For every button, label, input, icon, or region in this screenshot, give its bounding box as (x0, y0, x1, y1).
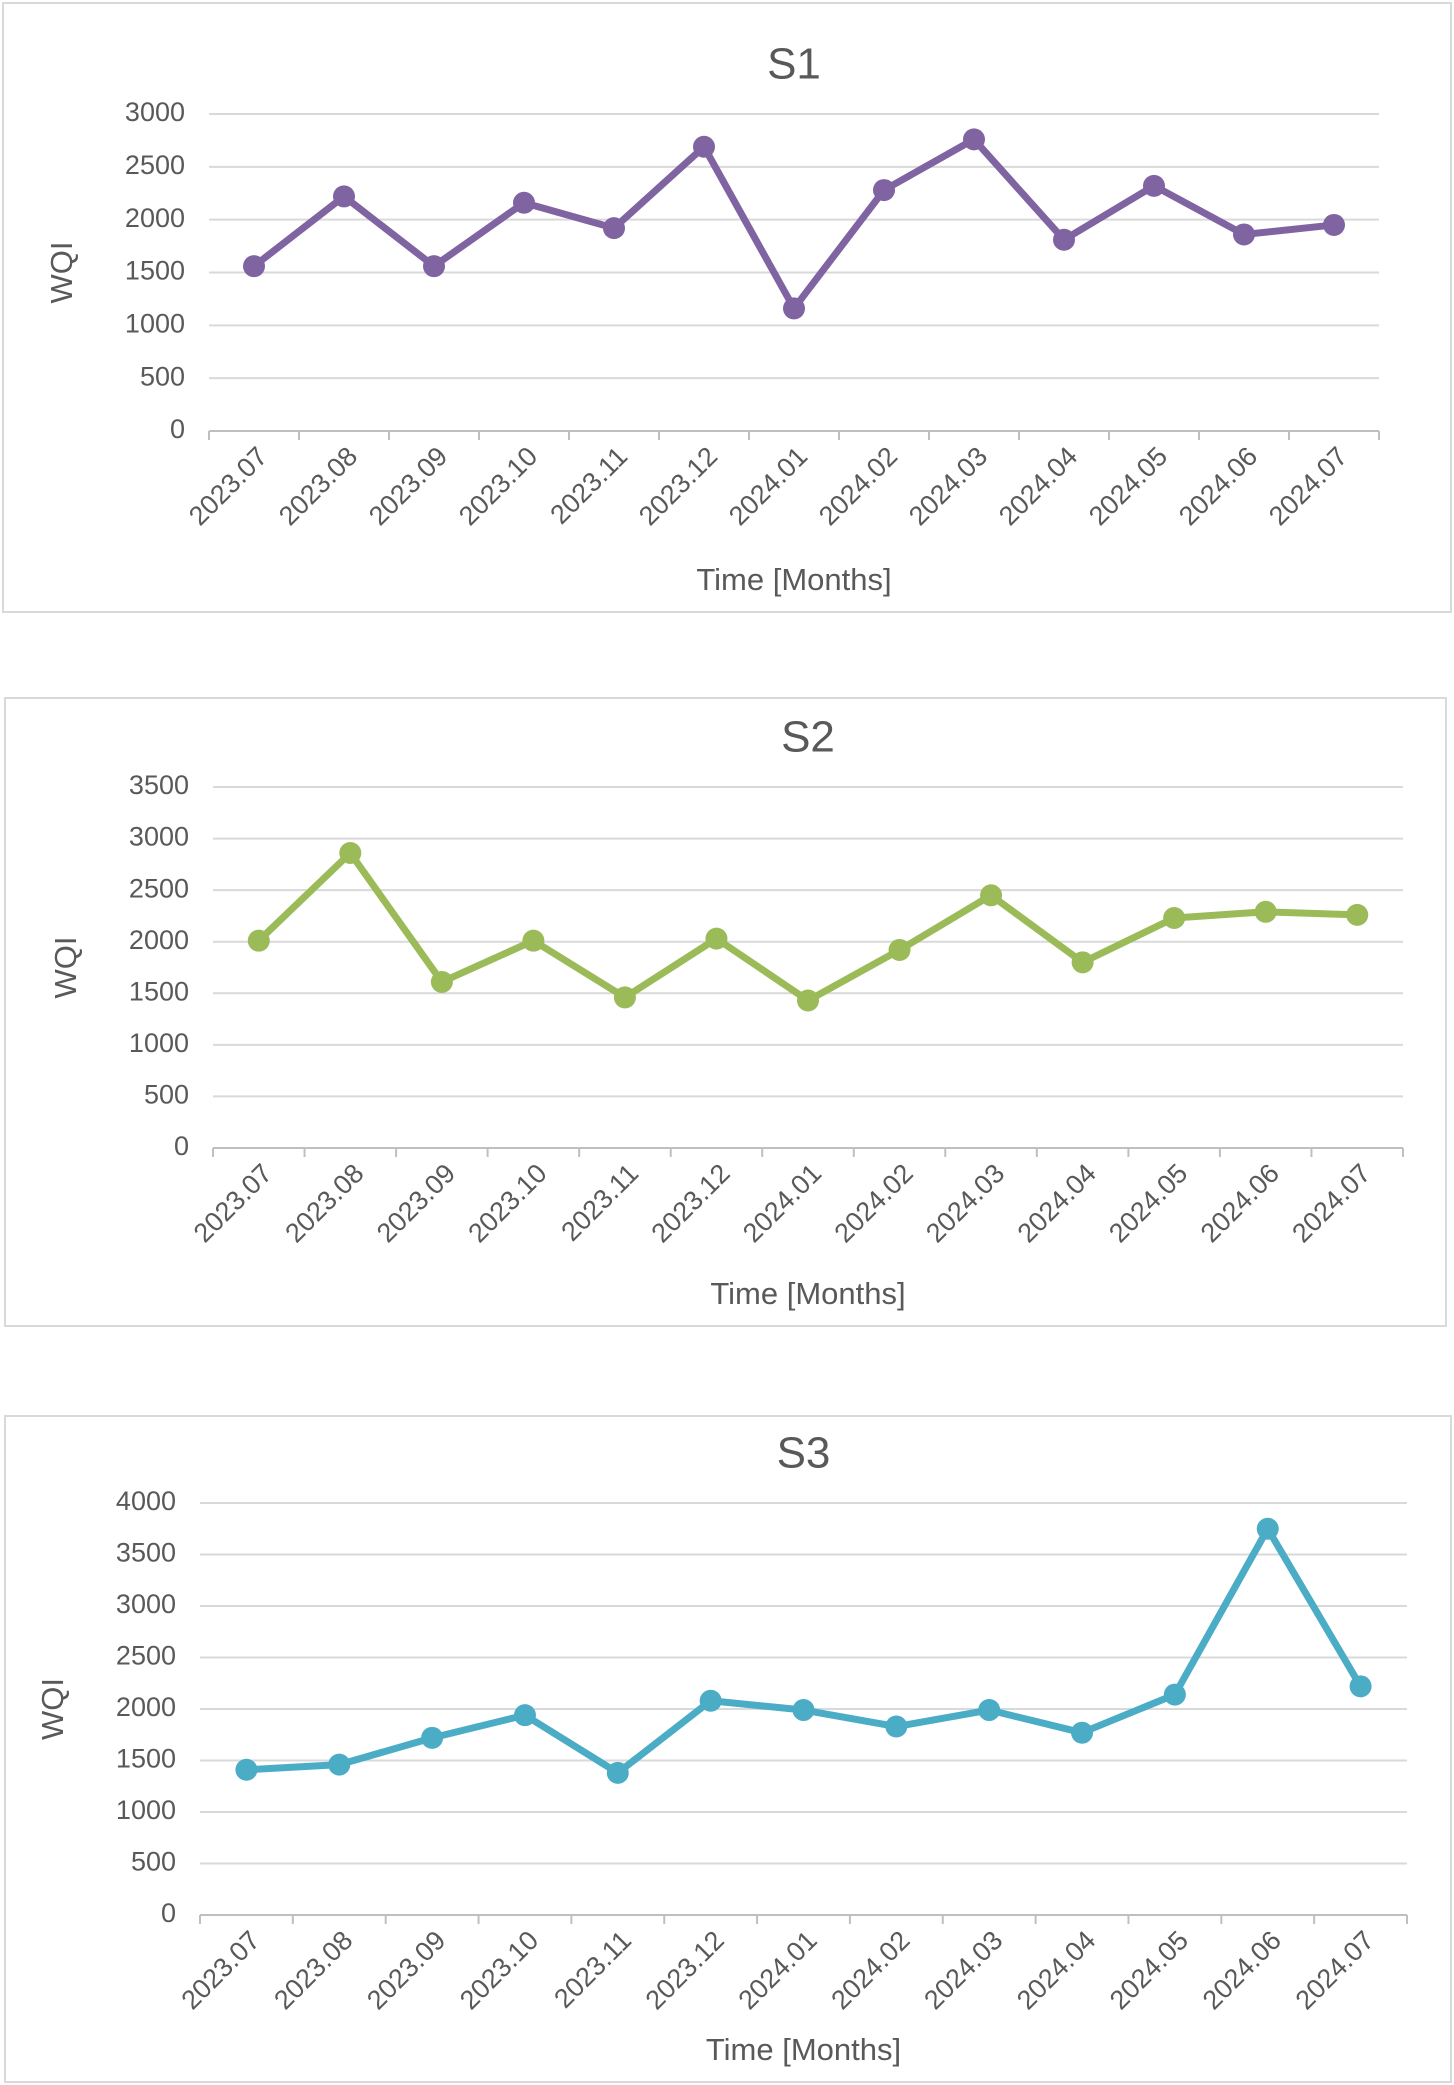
y-tick-label: 1000 (129, 1028, 189, 1058)
y-tick-label: 2000 (125, 203, 185, 233)
y-tick-label: 500 (131, 1847, 176, 1877)
data-point (513, 191, 535, 214)
data-point (247, 929, 270, 952)
data-point (339, 842, 362, 865)
y-tick-label: 2000 (116, 1692, 176, 1722)
y-tick-label: 0 (170, 414, 185, 444)
data-point (1349, 1675, 1372, 1698)
y-tick-label: 2500 (129, 873, 189, 903)
panel-border (4, 1415, 1452, 2083)
chart-title: S3 (777, 1429, 831, 1478)
y-tick-label: 3000 (116, 1589, 176, 1619)
data-point (885, 1715, 908, 1738)
y-axis-title: WQI (35, 1678, 70, 1740)
y-tick-label: 2000 (129, 925, 189, 955)
y-tick-label: 3500 (129, 770, 189, 800)
y-tick-label: 1000 (116, 1795, 176, 1825)
data-point (603, 217, 625, 240)
data-point (1071, 951, 1094, 974)
data-point (606, 1761, 629, 1784)
y-tick-label: 3000 (129, 822, 189, 852)
data-point (1163, 906, 1186, 929)
y-tick-label: 1500 (116, 1744, 176, 1774)
y-tick-label: 3500 (116, 1538, 176, 1568)
data-point (1256, 1517, 1279, 1540)
y-tick-label: 1500 (125, 256, 185, 286)
y-tick-label: 1500 (129, 976, 189, 1006)
y-axis-title: WQI (44, 242, 79, 304)
data-point (705, 927, 728, 950)
data-point (1254, 900, 1277, 923)
data-point (693, 135, 715, 158)
data-point (333, 185, 355, 208)
data-point (423, 255, 445, 278)
panel-border (4, 697, 1447, 1327)
x-axis-title: Time [Months] (706, 2032, 901, 2067)
x-axis-title: Time [Months] (710, 1276, 905, 1311)
data-point (1071, 1721, 1094, 1744)
data-point (888, 938, 911, 961)
y-tick-label: 2500 (116, 1641, 176, 1671)
chart-title: S1 (767, 40, 821, 89)
data-point (978, 1699, 1001, 1722)
data-point (797, 989, 819, 1012)
data-point (235, 1758, 258, 1781)
y-axis-title: WQI (48, 937, 83, 999)
data-point (1346, 903, 1369, 926)
data-point (613, 986, 636, 1009)
y-tick-label: 0 (161, 1898, 176, 1928)
y-tick-label: 2500 (125, 150, 185, 180)
y-tick-label: 500 (140, 361, 185, 391)
y-tick-label: 1000 (125, 308, 185, 338)
data-point (522, 929, 545, 952)
data-point (963, 128, 985, 151)
y-tick-label: 0 (174, 1131, 189, 1161)
data-point (980, 884, 1003, 907)
y-tick-label: 4000 (116, 1486, 176, 1516)
panel-border (2, 2, 1452, 613)
data-point (783, 297, 805, 320)
data-point (1143, 174, 1165, 197)
chart-title: S2 (781, 713, 835, 762)
data-point (1323, 213, 1345, 236)
data-point (699, 1689, 722, 1712)
y-tick-label: 3000 (125, 97, 185, 127)
x-axis-title: Time [Months] (696, 562, 891, 597)
data-point (328, 1753, 351, 1776)
data-point (1233, 223, 1255, 246)
y-tick-label: 500 (144, 1080, 189, 1110)
data-point (513, 1704, 536, 1727)
data-point (873, 179, 895, 202)
data-point (421, 1726, 444, 1749)
data-point (1163, 1683, 1186, 1706)
data-point (1053, 228, 1075, 251)
data-point (792, 1699, 815, 1722)
data-point (243, 255, 265, 278)
data-point (430, 970, 453, 993)
